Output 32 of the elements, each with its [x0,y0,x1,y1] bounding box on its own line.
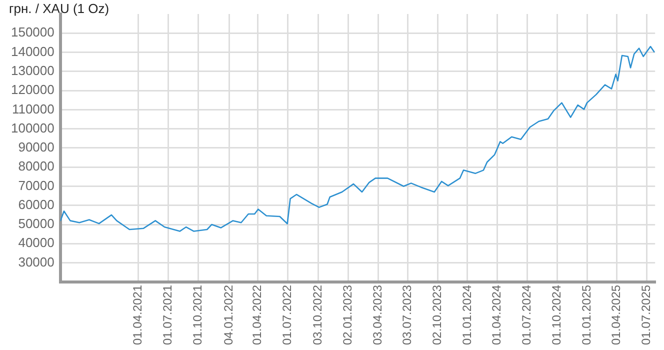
y-tick-label: 100000 [10,120,54,136]
y-axis-title: грн. / XAU (1 Oz) [9,1,110,16]
x-tick-label: 01.07.2021 [160,284,174,346]
y-tick-label: 120000 [10,82,54,98]
y-tick-label: 40000 [18,235,54,250]
x-tick-label: 01.04.2024 [490,284,504,346]
x-tick-label: 04.01.2022 [222,284,236,346]
y-tick-label: 130000 [10,62,54,78]
x-tick-label: 01.07.2024 [519,284,534,346]
x-tick-label: 03.07.2023 [400,284,414,346]
x-tick-label: 01.10.2021 [190,284,205,346]
y-tick-label: 90000 [18,140,54,155]
y-tick-label: 70000 [18,178,54,193]
y-tick-label: 50000 [18,216,54,232]
x-tick-label: 03.10.2022 [310,284,325,346]
y-tick-label: 80000 [18,158,54,174]
y-tick-label: 60000 [18,196,54,212]
x-tick-label: 01.01.2024 [460,284,474,346]
x-tick-label: 01.04.2022 [250,284,264,346]
x-tick-label: 01.07.2022 [280,284,294,346]
x-tick-label: 02.10.2023 [430,284,444,346]
x-tick-label: 01.07.2025 [638,284,653,346]
x-tick-label: 01.04.2021 [130,284,145,346]
x-tick-label: 03.04.2023 [370,284,384,346]
x-tick-label: 01.01.2025 [580,284,594,346]
y-tick-label: 140000 [10,44,54,59]
y-tick-label: 150000 [10,24,54,40]
y-tick-label: 30000 [18,254,54,270]
y-tick-label: 110000 [12,101,54,116]
x-tick-label: 02.01.2023 [340,284,355,346]
x-tick-label: 01.10.2024 [549,284,564,346]
x-tick-label: 01.04.2025 [609,284,624,346]
